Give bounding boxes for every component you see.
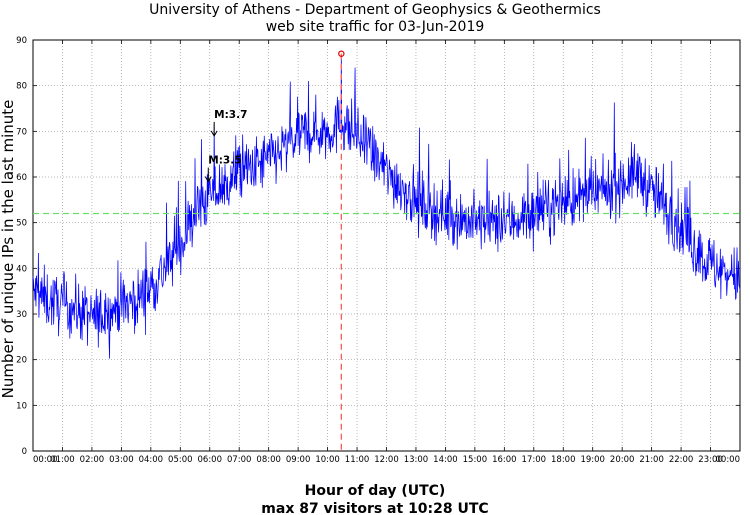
chart-subtitle: web site traffic for 03-Jun-2019	[266, 19, 485, 35]
x-tick-label: 16:00	[492, 455, 517, 465]
series-layer	[32, 53, 741, 359]
y-axis-label: Number of unique IPs in the last minute	[0, 100, 17, 399]
x-tick-label: 18:00	[551, 455, 576, 465]
y-tick-label: 40	[16, 264, 27, 274]
traffic-series-line	[32, 53, 741, 359]
x-tick-label: 21:00	[639, 455, 664, 465]
x-tick-label: 13:00	[404, 455, 429, 465]
x-tick-label: 20:00	[610, 455, 635, 465]
y-tick-label: 90	[16, 36, 27, 46]
max-point	[338, 50, 345, 57]
y-tick-label: 80	[16, 82, 27, 92]
x-tick-label: 00:00	[33, 455, 58, 465]
grid	[32, 39, 741, 452]
x-tick-label: 06:00	[198, 455, 223, 465]
annotation-arrow-head	[204, 176, 212, 183]
y-tick-label: 10	[16, 401, 27, 411]
x-tick-label: 14:00	[433, 455, 458, 465]
y-tick-label: 50	[16, 219, 27, 229]
y-tick-label: 70	[16, 127, 27, 137]
x-tick-label: 19:00	[580, 455, 605, 465]
x-tick-label: 09:00	[286, 455, 311, 465]
x-tick-label: 15:00	[463, 455, 488, 465]
earthquake-annotation-label: M:3.7	[214, 109, 247, 121]
x-tick-label: 04:00	[139, 455, 164, 465]
x-tick-label: 05:00	[168, 455, 193, 465]
annotation-arrow-head	[210, 130, 218, 137]
x-tick-label: 02:00	[80, 455, 105, 465]
y-tick-label: 0	[22, 447, 27, 457]
x-tick-label: 00:00	[716, 455, 741, 465]
x-tick-label: 08:00	[256, 455, 281, 465]
x-tick-label: 22:00	[669, 455, 694, 465]
x-tick-label: 10:00	[315, 455, 340, 465]
x-tick-label: 23:00	[698, 455, 723, 465]
y-tick-label: 20	[16, 356, 27, 366]
y-tick-label: 30	[16, 310, 27, 320]
x-tick-label: 01:00	[50, 455, 75, 465]
y-tick-label: 60	[16, 173, 27, 183]
x-tick-label: 12:00	[374, 455, 399, 465]
x-tick-label: 03:00	[109, 455, 134, 465]
y-axis: 0 10 20 30 40 50 60 70 80 90	[16, 36, 740, 457]
x-axis-label: Hour of day (UTC)	[305, 483, 446, 499]
max-visitors-note: max 87 visitors at 10:28 UTC	[261, 501, 488, 515]
earthquake-annotation-label: M:3.5	[208, 155, 241, 167]
x-tick-label: 17:00	[522, 455, 547, 465]
x-tick-label: 07:00	[227, 455, 252, 465]
chart-title: University of Athens - Department of Geo…	[149, 2, 601, 18]
plot-frame	[32, 39, 741, 452]
annotations: M:3.5 M:3.7	[204, 109, 247, 183]
x-tick-label: 11:00	[345, 455, 370, 465]
